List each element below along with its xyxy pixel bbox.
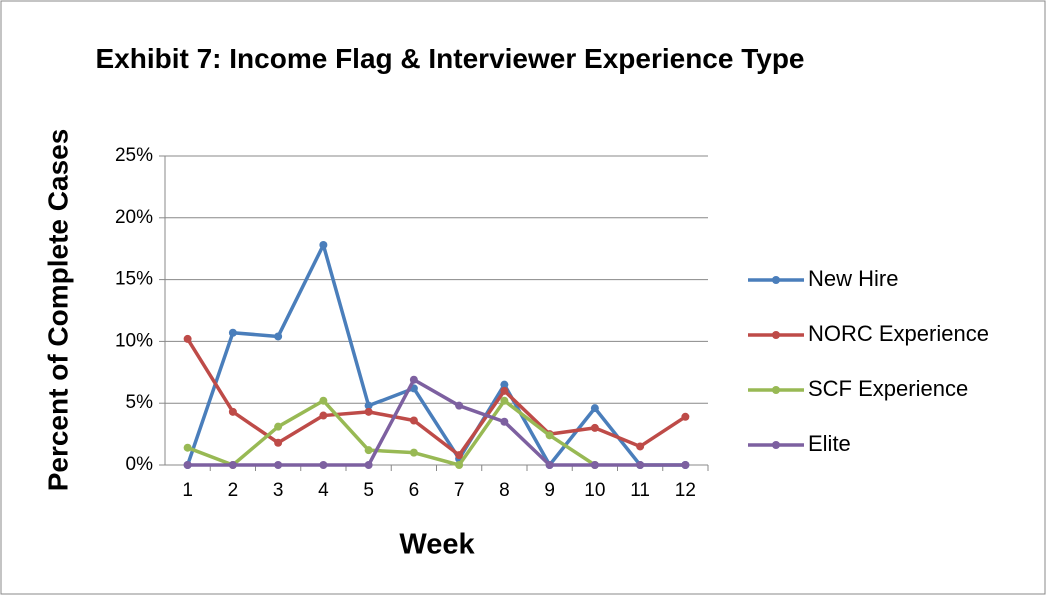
point — [183, 461, 192, 469]
point — [500, 417, 509, 426]
x-tick-label: 5 — [363, 480, 374, 501]
x-tick-label: 1 — [182, 480, 193, 501]
point — [364, 461, 373, 469]
point — [636, 461, 645, 469]
point — [545, 431, 554, 440]
legend-label: Elite — [808, 431, 851, 456]
point — [274, 332, 283, 341]
x-tick-label: 6 — [409, 480, 420, 501]
point — [319, 461, 328, 469]
point — [364, 401, 373, 410]
x-tick-label: 3 — [273, 480, 284, 501]
point — [319, 240, 328, 249]
x-tick-label: 10 — [584, 480, 605, 501]
legend-label: SCF Experience — [808, 376, 968, 401]
point — [409, 375, 418, 384]
y-tick-label: 15% — [115, 269, 153, 290]
point — [500, 396, 509, 405]
x-tick-label: 4 — [318, 480, 329, 501]
point — [409, 416, 418, 425]
legend-marker — [772, 276, 780, 284]
y-tick-label: 10% — [115, 330, 153, 351]
x-tick-label: 8 — [499, 480, 510, 501]
point — [500, 386, 509, 395]
point — [455, 401, 464, 410]
point — [274, 438, 283, 447]
point — [681, 461, 690, 469]
point — [409, 448, 418, 457]
point — [364, 407, 373, 416]
point — [274, 422, 283, 431]
point — [590, 423, 599, 432]
point — [183, 334, 192, 343]
x-tick-label: 2 — [228, 480, 239, 501]
point — [228, 328, 237, 337]
x-tick-label: 9 — [544, 480, 555, 501]
point — [455, 451, 464, 460]
point — [545, 461, 554, 469]
x-tick-label: 12 — [675, 480, 696, 501]
point — [681, 412, 690, 421]
y-tick-label: 25% — [115, 145, 153, 166]
series-line — [186, 398, 596, 467]
x-tick-label: 7 — [454, 480, 465, 501]
point — [364, 446, 373, 455]
legend-marker — [772, 386, 780, 394]
series-line — [187, 377, 686, 467]
legend-label: New Hire — [808, 266, 898, 291]
point — [319, 396, 328, 405]
legend-label: NORC Experience — [808, 321, 989, 346]
point — [590, 461, 599, 469]
series-line — [186, 338, 687, 457]
y-tick-label: 20% — [115, 207, 153, 228]
point — [500, 380, 509, 389]
point — [274, 461, 283, 469]
y-tick-label: 0% — [126, 454, 154, 475]
point — [455, 461, 464, 469]
x-axis-label: Week — [399, 529, 475, 561]
point — [636, 442, 645, 451]
legend-marker — [772, 331, 780, 339]
x-tick-label: 11 — [630, 480, 650, 501]
series-line — [185, 243, 686, 467]
chart-title: Exhibit 7: Income Flag & Interviewer Exp… — [95, 43, 805, 74]
point — [228, 407, 237, 416]
point — [590, 404, 599, 413]
y-tick-label: 5% — [126, 392, 154, 413]
point — [183, 443, 192, 452]
point — [228, 461, 237, 469]
y-axis-label: Percent of Complete Cases — [42, 129, 73, 492]
legend-marker — [772, 441, 780, 449]
point — [319, 411, 328, 420]
